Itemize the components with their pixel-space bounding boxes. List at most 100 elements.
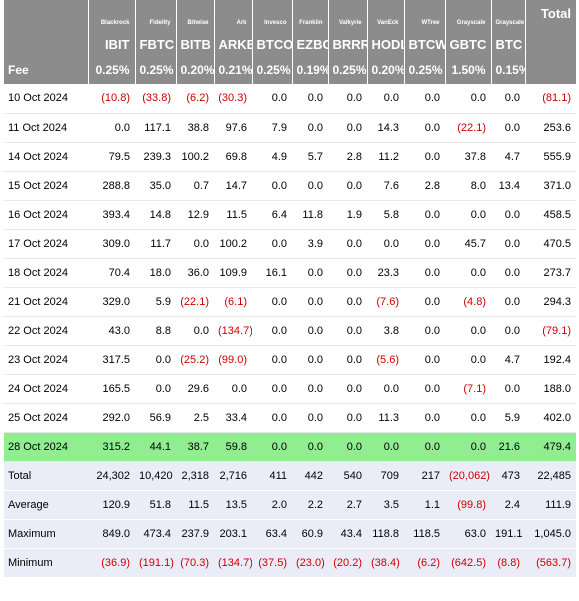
value-cell: 2.4 [491,490,525,520]
date-cell: 18 Oct 2024 [4,258,88,288]
value-cell: 0.0 [328,432,367,462]
date-cell: 28 Oct 2024 [4,432,88,462]
fee-value: 1.50% [445,56,492,84]
value-cell: 0.0 [292,287,328,317]
value-cell: 2.8 [404,171,445,201]
value-cell: 18.0 [135,258,176,288]
ticker-header: IBIT [88,28,136,56]
issuer-header-row: Blackrock Fidelity Bitwise Ark Invesco F… [4,0,576,28]
value-cell: 10,420 [135,461,176,491]
value-cell: 0.0 [328,403,367,433]
fee-value: 0.25% [88,56,136,84]
value-cell: 0.0 [367,432,404,462]
value-cell: 0.0 [445,316,491,346]
value-cell: 14.8 [135,200,176,230]
ticker-header: BRRR [328,28,368,56]
value-cell: 38.7 [176,432,214,462]
ticker-header: EZBC [292,28,329,56]
value-cell: 540 [328,461,367,491]
value-cell: (22.1) [176,287,214,317]
value-cell: 13.5 [214,490,252,520]
summary-label: Maximum [4,519,88,549]
value-cell: 0.0 [404,113,445,143]
value-cell: 70.4 [88,258,135,288]
value-cell: 11.2 [367,142,404,172]
date-cell: 11 Oct 2024 [4,113,88,143]
value-cell: 0.0 [367,84,404,114]
etf-flows-table: Blackrock Fidelity Bitwise Ark Invesco F… [4,0,576,578]
value-cell: (38.4) [367,548,404,578]
value-cell: 317.5 [88,345,135,375]
fee-label: Fee [4,56,89,84]
value-cell: 0.0 [404,200,445,230]
value-cell: 0.0 [252,432,292,462]
value-cell: (7.6) [367,287,404,317]
value-cell: 100.2 [214,229,252,259]
value-cell: 0.0 [404,229,445,259]
value-cell: 56.9 [135,403,176,433]
value-cell: 0.0 [292,374,328,404]
value-cell: 51.8 [135,490,176,520]
value-cell: 0.0 [252,374,292,404]
total-cell: 470.5 [525,229,576,259]
value-cell: (7.1) [445,374,491,404]
value-cell: 0.0 [328,258,367,288]
value-cell: (20,062) [445,461,491,491]
value-cell: 5.7 [292,142,328,172]
value-cell: 165.5 [88,374,135,404]
total-cell: 479.4 [525,432,576,462]
value-cell: (22.1) [445,113,491,143]
fee-value: 0.25% [135,56,177,84]
value-cell: (23.0) [292,548,328,578]
fee-value: 0.20% [176,56,215,84]
issuer-header: Franklin [292,0,329,28]
value-cell: 12.9 [176,200,214,230]
fee-value: 0.25% [404,56,446,84]
value-cell: 0.0 [404,287,445,317]
issuer-header: Valkyrie [328,0,368,28]
date-cell: 24 Oct 2024 [4,374,88,404]
corner-cell [525,56,576,84]
value-cell: (191.1) [135,548,176,578]
value-cell: 0.0 [445,200,491,230]
summary-row: Total 24,302 10,420 2,318 2,716 411 442 540 709 2… [4,461,576,491]
value-cell: 6.4 [252,200,292,230]
value-cell: 23.3 [367,258,404,288]
value-cell: 4.7 [491,345,525,375]
total-cell: (81.1) [525,84,576,114]
value-cell: 0.0 [328,113,367,143]
value-cell: 0.0 [252,345,292,375]
total-cell: 1,045.0 [525,519,576,549]
ticker-header: HODL [367,28,405,56]
issuer-header: WTree [404,0,446,28]
value-cell: (6.2) [404,548,445,578]
value-cell: 0.0 [404,403,445,433]
value-cell: 329.0 [88,287,135,317]
value-cell: (33.8) [135,84,176,114]
ticker-header: BITB [176,28,215,56]
fee-value: 0.25% [252,56,293,84]
value-cell: 120.9 [88,490,135,520]
value-cell: 2.2 [292,490,328,520]
value-cell: 11.3 [367,403,404,433]
value-cell: 0.0 [176,316,214,346]
value-cell: 79.5 [88,142,135,172]
day-row: 11 Oct 2024 0.0 117.1 38.8 97.6 7.9 0.0 0.0 14.3… [4,113,576,143]
value-cell: 0.0 [292,432,328,462]
value-cell: 0.0 [491,200,525,230]
value-cell: 0.0 [292,258,328,288]
value-cell: 288.8 [88,171,135,201]
value-cell: 0.0 [292,171,328,201]
value-cell: 45.7 [445,229,491,259]
value-cell: 0.0 [445,258,491,288]
value-cell: (25.2) [176,345,214,375]
issuer-header: Invesco [252,0,293,28]
value-cell: 292.0 [88,403,135,433]
value-cell: 0.0 [252,316,292,346]
value-cell: 0.0 [404,374,445,404]
value-cell: 191.1 [491,519,525,549]
value-cell: 109.9 [214,258,252,288]
issuer-header: Ark [214,0,253,28]
value-cell: (99.0) [214,345,252,375]
